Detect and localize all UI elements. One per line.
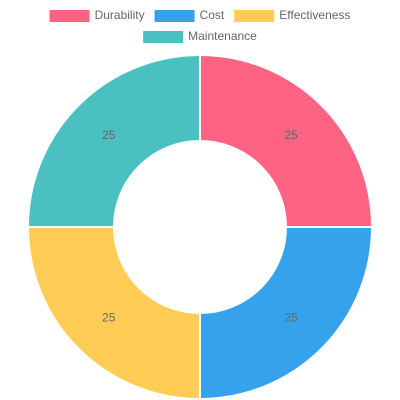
legend-swatch[interactable] <box>154 10 195 22</box>
doughnut-segment <box>26 226 201 400</box>
data-label: 25 <box>102 128 116 142</box>
legend-label[interactable]: Maintenance <box>188 29 257 43</box>
data-label: 25 <box>285 128 299 142</box>
legend-swatch[interactable] <box>49 10 90 22</box>
doughnut-segment <box>199 226 374 400</box>
legend-swatch[interactable] <box>143 31 184 43</box>
data-label: 25 <box>102 310 116 324</box>
doughnut-segment <box>199 53 374 228</box>
data-label: 25 <box>285 310 299 324</box>
legend-swatch[interactable] <box>234 10 275 22</box>
legend-label[interactable]: Cost <box>200 8 225 22</box>
legend-label[interactable]: Effectiveness <box>279 8 350 22</box>
legend-label[interactable]: Durability <box>95 8 145 22</box>
doughnut-segment <box>26 53 201 228</box>
